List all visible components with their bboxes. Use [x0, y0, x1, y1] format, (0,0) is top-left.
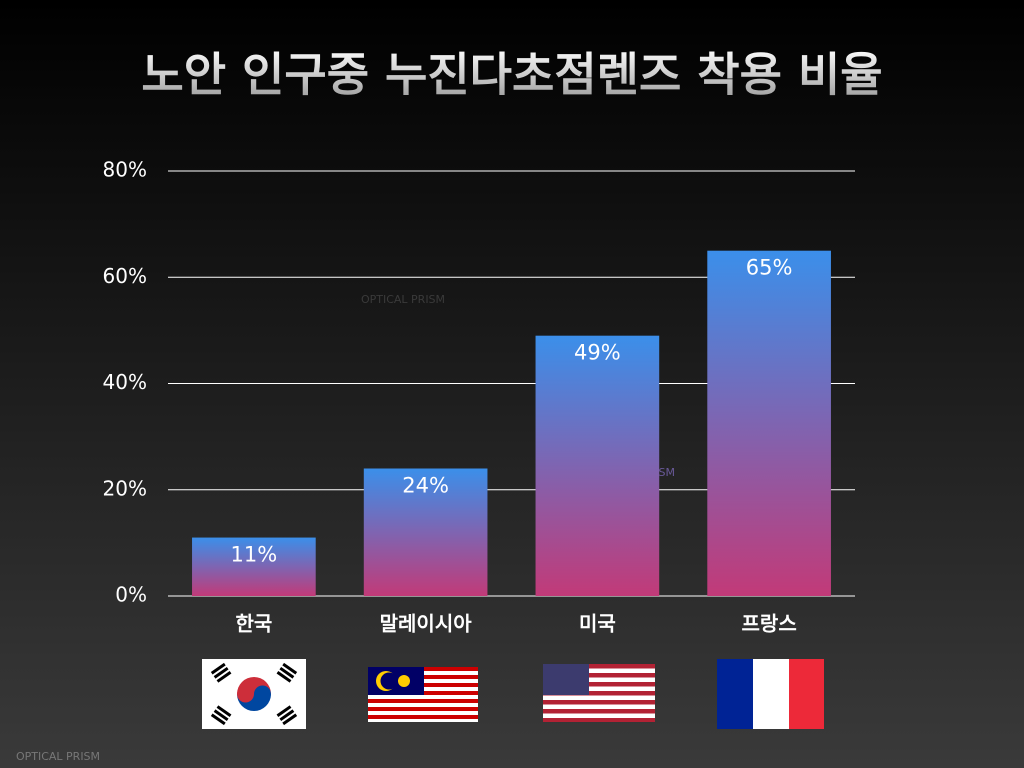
- y-tick-label: 80%: [103, 158, 147, 182]
- bar: [535, 335, 660, 596]
- x-tick-label: 한국: [235, 612, 272, 636]
- value-label: 49%: [574, 341, 621, 365]
- value-label: 24%: [402, 474, 449, 498]
- bar: [363, 468, 488, 596]
- flag-malaysia: [368, 667, 478, 722]
- watermark: OPTICAL PRISM: [16, 750, 100, 763]
- y-tick-label: 20%: [103, 476, 147, 500]
- flag-korea: [202, 659, 306, 729]
- chart-title: 노안 인구중 누진다초점렌즈 착용 비율: [141, 48, 882, 102]
- bar: [707, 250, 831, 596]
- y-tick-label: 40%: [103, 370, 147, 394]
- x-tick-label: 프랑스: [742, 612, 797, 636]
- x-tick-label: 말레이시아: [380, 612, 473, 636]
- flag-france: [717, 659, 824, 729]
- flag-usa: [543, 664, 655, 722]
- value-label: 65%: [746, 256, 793, 280]
- watermark: OPTICAL PRISM: [361, 293, 445, 306]
- x-tick-label: 미국: [579, 612, 616, 636]
- y-tick-label: 0%: [115, 583, 147, 607]
- y-tick-label: 60%: [103, 264, 147, 288]
- value-label: 11%: [231, 543, 278, 567]
- bar: [192, 537, 316, 596]
